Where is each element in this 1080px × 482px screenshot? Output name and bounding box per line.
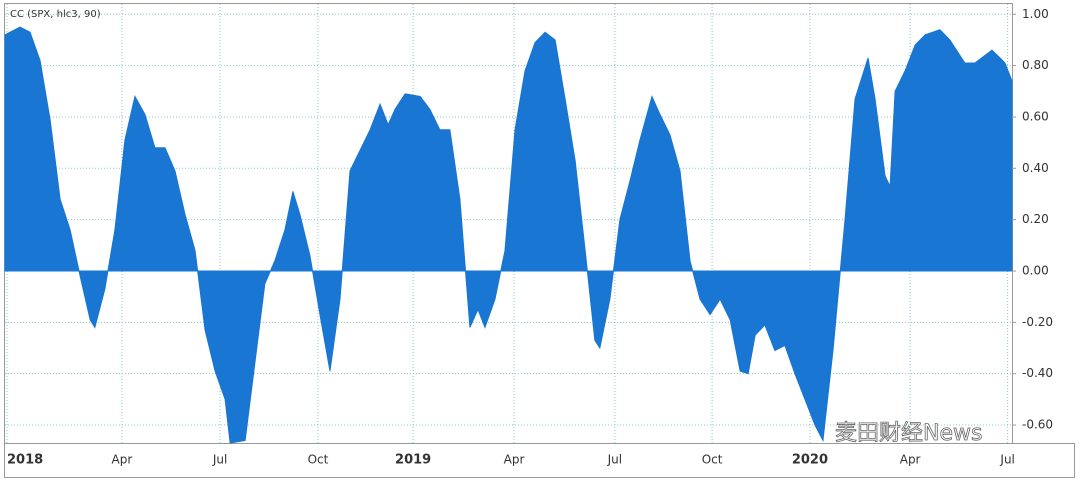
x-tick-label: 2018: [7, 453, 43, 468]
y-tick-label: 0.40: [1022, 161, 1049, 175]
x-tick-label: Oct: [308, 453, 329, 467]
y-tick-label: 0.80: [1022, 58, 1049, 72]
y-tick-label: 0.20: [1022, 212, 1049, 226]
x-tick-label: Oct: [702, 453, 723, 467]
x-axis-frame: [4, 443, 1075, 478]
y-tick-label: -0.20: [1022, 315, 1053, 329]
watermark: 麦田财经News: [835, 421, 982, 446]
labels: 1.00 0.80 0.60 0.40 0.20 0.00 -0.20 -0.40 -0.60 2…: [7, 7, 1053, 468]
y-tick-label: 1.00: [1022, 7, 1049, 21]
chart-title: CC (SPX, hlc3, 90): [10, 9, 101, 20]
x-tick-label: Jul: [999, 453, 1014, 467]
plot: [4, 26, 1013, 444]
x-tick-label: Jul: [212, 453, 227, 467]
x-tick-label: 2020: [792, 453, 828, 468]
y-tick-label: 0.00: [1022, 263, 1049, 277]
x-tick-label: Jul: [607, 453, 622, 467]
x-tick-label: 2019: [395, 453, 431, 468]
x-tick-label: Apr: [504, 453, 525, 467]
y-tick-label: 0.60: [1022, 109, 1049, 123]
area: [4, 26, 1013, 444]
x-tick-label: Apr: [900, 453, 921, 467]
x-tick-label: Apr: [112, 453, 133, 467]
y-tick-label: -0.60: [1022, 418, 1053, 432]
y-tick-label: -0.40: [1022, 366, 1053, 380]
